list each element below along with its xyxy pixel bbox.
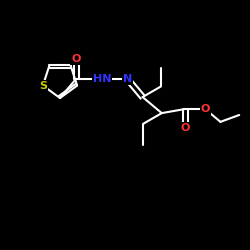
Text: N: N	[123, 74, 132, 84]
Text: S: S	[39, 80, 47, 90]
Text: O: O	[200, 104, 210, 114]
Text: O: O	[72, 54, 81, 64]
Text: HN: HN	[93, 74, 112, 84]
Text: O: O	[180, 123, 190, 133]
